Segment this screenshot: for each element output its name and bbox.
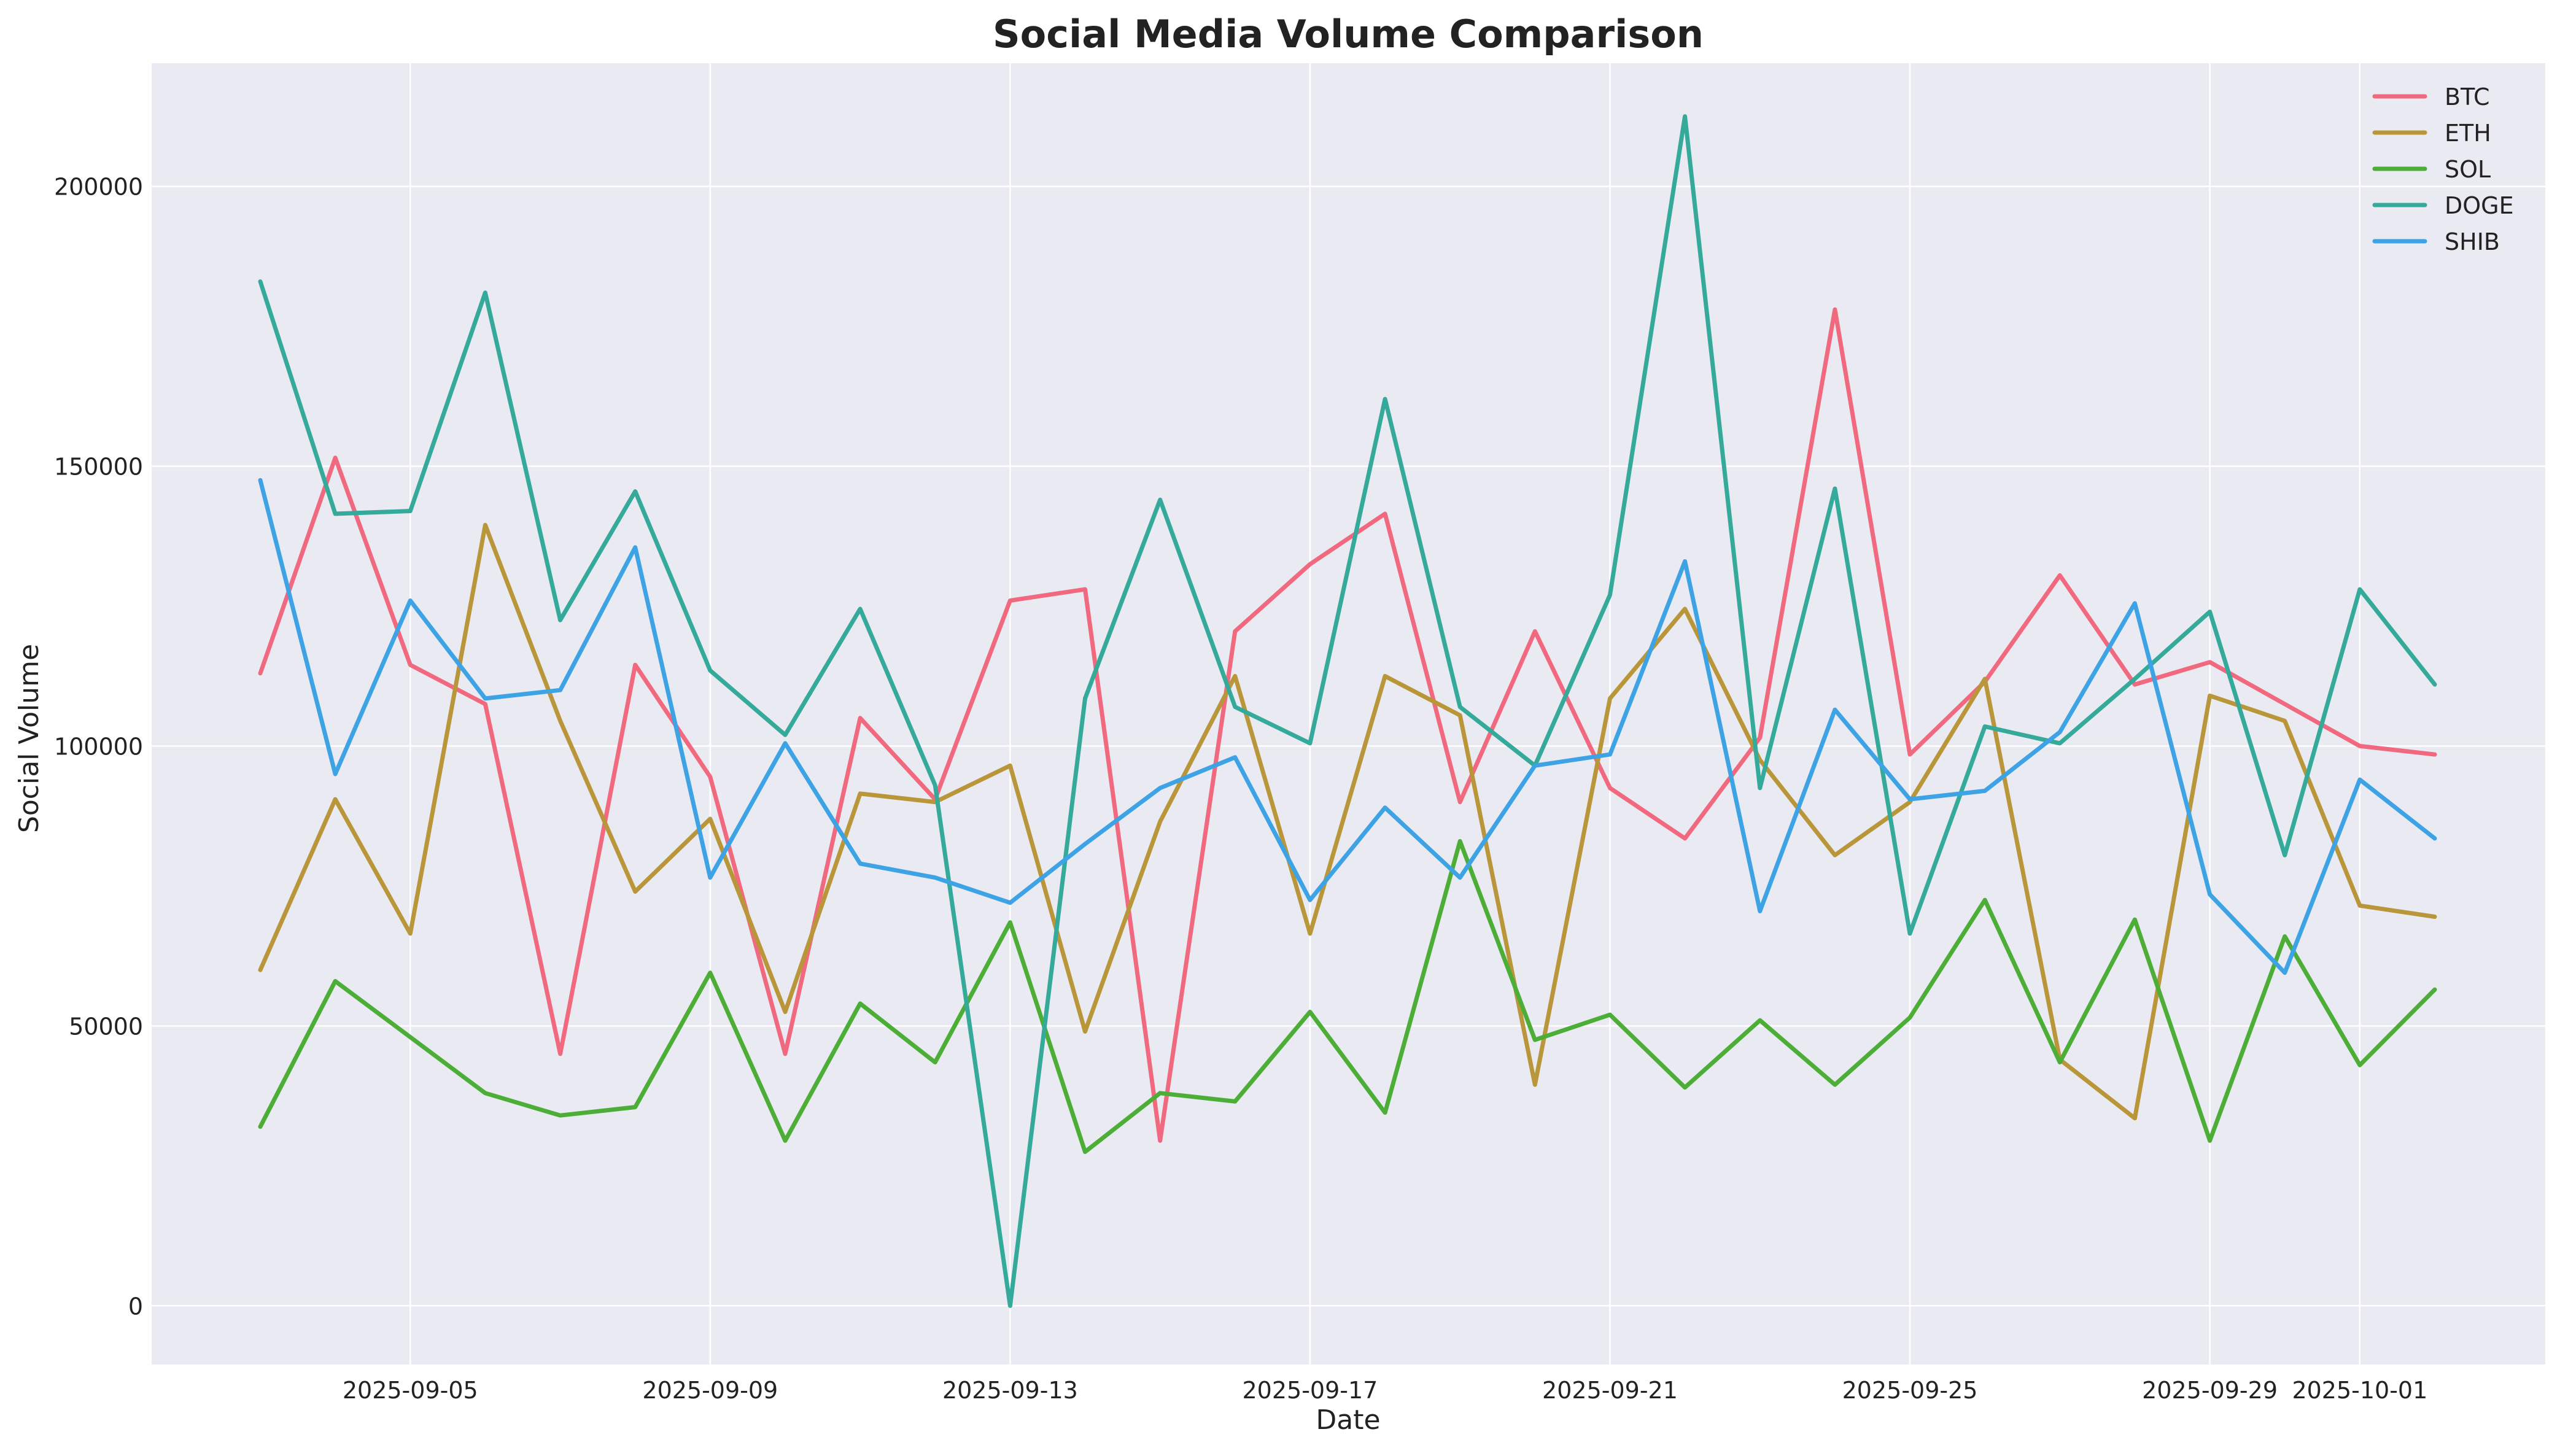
x-axis-label: Date xyxy=(1316,1404,1380,1436)
legend-label-eth: ETH xyxy=(2445,120,2491,147)
grid xyxy=(152,63,2545,1365)
y-axis-label: Social Volume xyxy=(14,644,45,833)
x-tick-label: 2025-10-01 xyxy=(2292,1377,2427,1404)
series-line-btc xyxy=(258,307,2437,1143)
y-tick-label: 100000 xyxy=(54,733,143,760)
y-tick-label: 0 xyxy=(128,1293,143,1320)
x-tick-label: 2025-09-05 xyxy=(343,1377,478,1404)
plot-area xyxy=(152,63,2545,1365)
x-tick-label: 2025-09-13 xyxy=(942,1377,1078,1404)
series-line-doge xyxy=(258,114,2437,1308)
legend-label-shib: SHIB xyxy=(2445,228,2500,255)
y-tick-label: 200000 xyxy=(54,174,143,201)
series-line-shib xyxy=(258,478,2437,975)
x-tick-label: 2025-09-25 xyxy=(1842,1377,1978,1404)
chart-title: Social Media Volume Comparison xyxy=(993,12,1704,56)
series-line-eth xyxy=(258,522,2437,1121)
series-lines xyxy=(258,114,2437,1308)
y-tick-label: 50000 xyxy=(69,1013,143,1040)
x-tick-label: 2025-09-17 xyxy=(1243,1377,1378,1404)
legend-label-btc: BTC xyxy=(2445,83,2490,110)
axis-ticks: 0 50000 100000 150000 200000 2025-09-05 2025-0… xyxy=(54,174,2427,1404)
series-line-sol xyxy=(258,838,2437,1154)
x-tick-label: 2025-09-29 xyxy=(2142,1377,2278,1404)
y-tick-label: 150000 xyxy=(54,454,143,481)
legend: BTC ETH SOL DOGE SHIB xyxy=(2372,83,2514,255)
legend-label-sol: SOL xyxy=(2445,156,2491,183)
legend-label-doge: DOGE xyxy=(2445,192,2514,219)
x-tick-label: 2025-09-21 xyxy=(1542,1377,1678,1404)
x-tick-label: 2025-09-09 xyxy=(642,1377,778,1404)
